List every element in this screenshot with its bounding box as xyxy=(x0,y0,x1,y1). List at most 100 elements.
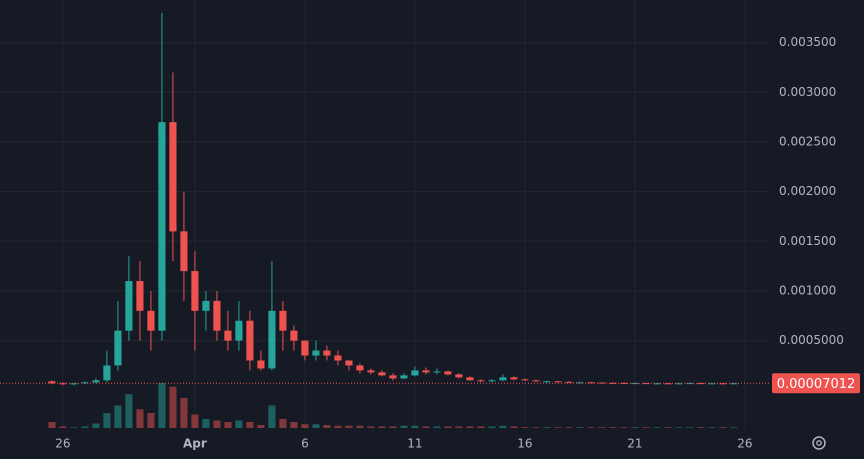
volume-bar xyxy=(114,405,122,428)
last-price-box xyxy=(772,373,860,394)
volume-bar xyxy=(279,419,287,428)
volume-layer xyxy=(48,383,738,428)
volume-bar xyxy=(411,425,419,428)
volume-bar xyxy=(180,398,188,428)
x-tick-label: 16 xyxy=(517,437,532,451)
candle-body xyxy=(48,381,56,384)
volume-bar xyxy=(455,426,463,428)
candle-body xyxy=(367,370,375,373)
candle-body xyxy=(400,375,408,379)
x-tick-label: 11 xyxy=(407,437,422,451)
volume-bar xyxy=(323,425,331,428)
candle-body xyxy=(180,231,188,272)
candle-body xyxy=(620,382,628,384)
volume-bar xyxy=(422,426,430,428)
volume-bar xyxy=(532,427,540,428)
volume-bar xyxy=(554,427,562,428)
candle-body xyxy=(697,383,705,385)
candle-body xyxy=(268,310,276,369)
volume-bar xyxy=(257,425,265,428)
volume-bar xyxy=(136,409,144,428)
candle-body xyxy=(125,281,133,331)
candle-body xyxy=(235,320,243,341)
candle-body xyxy=(653,383,661,385)
candle-body xyxy=(686,383,694,385)
volume-bar xyxy=(59,426,67,428)
volume-bar xyxy=(92,423,100,428)
candle-body xyxy=(356,365,364,371)
volume-bar xyxy=(499,425,507,428)
candle-body xyxy=(510,377,518,380)
volume-bar xyxy=(719,427,727,428)
candle-body xyxy=(719,383,727,385)
volume-bar xyxy=(631,427,639,428)
candle-body xyxy=(224,330,232,341)
volume-bar xyxy=(169,386,177,428)
volume-bar xyxy=(103,413,111,428)
volume-bar xyxy=(400,425,408,428)
volume-bar xyxy=(433,426,441,428)
volume-bar xyxy=(477,426,485,428)
y-tick-label: 0.002000 xyxy=(779,184,836,198)
volume-bar xyxy=(565,427,573,428)
volume-bar xyxy=(235,420,243,428)
candle-body xyxy=(136,281,144,311)
candle-body xyxy=(433,371,441,373)
volume-bar xyxy=(686,427,694,428)
volume-bar xyxy=(620,427,628,428)
volume-bar xyxy=(609,427,617,428)
y-tick-label: 0.0005000 xyxy=(779,333,844,347)
volume-bar xyxy=(664,427,672,428)
candle-body xyxy=(499,377,507,381)
volume-bar xyxy=(48,422,56,428)
volume-bar xyxy=(708,427,716,428)
candle-body xyxy=(334,355,342,361)
candle-body xyxy=(345,360,353,366)
volume-bar xyxy=(290,422,298,428)
candle-body xyxy=(664,383,672,385)
candle-body xyxy=(279,310,287,331)
volume-bar xyxy=(356,425,364,428)
volume-bar xyxy=(158,383,166,428)
gear-center xyxy=(816,440,822,446)
candle-body xyxy=(169,122,177,232)
settings-button[interactable] xyxy=(812,436,826,450)
x-tick-label: 21 xyxy=(627,437,642,451)
candle-body xyxy=(114,330,122,366)
candle-body xyxy=(92,380,100,383)
volume-bar xyxy=(125,394,133,428)
candle-body xyxy=(213,300,221,331)
volume-bar xyxy=(268,405,276,428)
volume-bar xyxy=(301,424,309,428)
volume-bar xyxy=(246,422,254,428)
volume-bar xyxy=(312,424,320,428)
x-tick-label: 26 xyxy=(55,437,70,451)
volume-bar xyxy=(191,414,199,428)
y-tick-label: 0.003500 xyxy=(779,35,836,49)
volume-bar xyxy=(730,427,738,428)
candle-body xyxy=(378,372,386,376)
volume-bar xyxy=(587,427,595,428)
volume-bar xyxy=(653,427,661,428)
candle-body xyxy=(323,350,331,356)
candle-body xyxy=(543,381,551,383)
candle-body xyxy=(444,371,452,375)
volume-bar xyxy=(70,427,78,428)
grid xyxy=(0,0,770,428)
volume-bar xyxy=(378,426,386,428)
candle-body xyxy=(521,379,529,381)
x-tick-label: 6 xyxy=(301,437,309,451)
x-tick-label: 26 xyxy=(737,437,752,451)
volume-bar xyxy=(389,426,397,428)
volume-bar xyxy=(147,413,155,428)
volume-bar xyxy=(213,420,221,428)
candle-body xyxy=(598,382,606,384)
gear-ring xyxy=(812,436,826,450)
volume-bar xyxy=(675,427,683,428)
candle-body xyxy=(312,350,320,356)
volume-bar xyxy=(642,427,650,428)
last-price-label: 0.00007012 xyxy=(777,377,856,392)
volume-bar xyxy=(367,426,375,428)
candle-body xyxy=(301,340,309,356)
